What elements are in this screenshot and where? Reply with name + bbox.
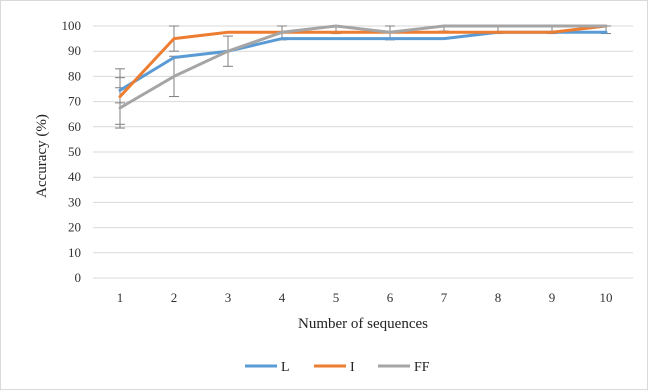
x-tick-label-6: 6	[387, 290, 394, 305]
y-tick-label-70: 70	[68, 94, 81, 109]
legend-item-FF: FF	[378, 360, 430, 375]
x-tick-label-8: 8	[495, 290, 502, 305]
y-tick-label-50: 50	[68, 144, 81, 159]
x-tick-label-4: 4	[279, 290, 286, 305]
x-axis-tick-labels: 1 2 3 4 5 6 7 8 9 10	[117, 290, 613, 305]
y-tick-label-90: 90	[68, 43, 81, 58]
x-tick-label-3: 3	[225, 290, 232, 305]
y-tick-label-0: 0	[75, 270, 82, 285]
legend-label-I: I	[350, 360, 355, 375]
y-tick-label-10: 10	[68, 245, 81, 260]
y-tick-label-20: 20	[68, 220, 81, 235]
legend-label-L: L	[281, 360, 290, 375]
y-tick-label-100: 100	[62, 18, 82, 33]
legend-label-FF: FF	[414, 360, 430, 375]
x-tick-label-2: 2	[171, 290, 178, 305]
y-tick-label-80: 80	[68, 68, 81, 83]
x-tick-label-9: 9	[549, 290, 556, 305]
x-tick-label-5: 5	[333, 290, 340, 305]
error-bars	[115, 25, 611, 129]
y-tick-label-60: 60	[68, 119, 81, 134]
legend: L I FF	[245, 360, 430, 375]
series-line-L	[118, 30, 608, 92]
x-tick-label-7: 7	[441, 290, 448, 305]
y-axis-title: Accuracy (%)	[34, 114, 50, 198]
y-axis-tick-labels: 0 10 20 30 40 50 60 70 80 90 100	[62, 18, 82, 285]
series-line-I	[118, 24, 608, 99]
series-line-FF	[118, 24, 608, 110]
legend-item-I: I	[314, 360, 355, 375]
x-axis-title: Number of sequences	[298, 316, 428, 332]
x-tick-label-10: 10	[600, 290, 613, 305]
y-tick-label-40: 40	[68, 169, 81, 184]
series-lines	[118, 24, 608, 110]
x-tick-label-1: 1	[117, 290, 124, 305]
y-tick-label-30: 30	[68, 194, 81, 209]
legend-item-L: L	[245, 360, 290, 375]
